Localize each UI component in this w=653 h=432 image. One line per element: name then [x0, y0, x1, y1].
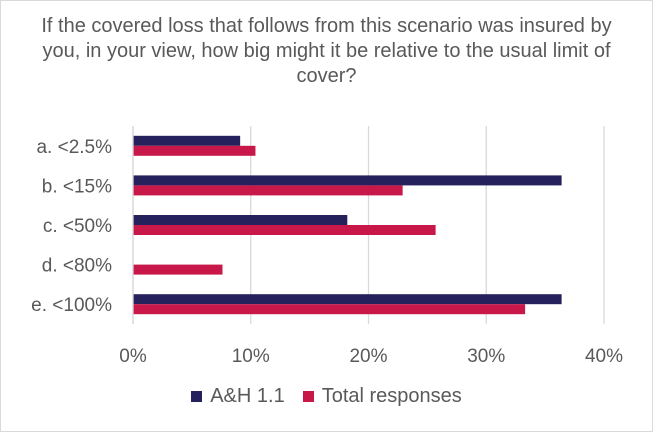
bar-total — [133, 225, 436, 235]
legend-item-ah: A&H 1.1 — [191, 385, 285, 408]
chart-title: If the covered loss that follows from th… — [41, 15, 612, 87]
bar-ah — [133, 215, 348, 225]
x-tick-label: 0% — [119, 346, 147, 367]
category-label: a. <2.5% — [36, 137, 112, 158]
category-label: b. <15% — [42, 176, 112, 197]
x-tick-label: 10% — [232, 346, 270, 367]
bar-ah — [133, 175, 562, 186]
bar-total — [133, 185, 403, 196]
category-label: e. <100% — [31, 295, 112, 316]
x-tick-label: 20% — [349, 346, 387, 367]
legend-label-total: Total responses — [321, 385, 462, 407]
category-label: c. <50% — [43, 216, 112, 237]
category-label: d. <80% — [42, 256, 112, 277]
bar-ah — [133, 294, 562, 305]
legend: A&H 1.1 Total responses — [0, 385, 653, 408]
bar-total — [133, 304, 526, 315]
x-tick-label: 40% — [585, 346, 623, 367]
legend-swatch-total — [302, 391, 314, 402]
bar-total — [133, 264, 223, 275]
x-tick-label: 30% — [467, 346, 505, 367]
legend-swatch-ah — [191, 391, 203, 402]
legend-label-ah: A&H 1.1 — [210, 385, 285, 407]
legend-item-total: Total responses — [302, 385, 462, 408]
bar-ah — [133, 135, 241, 146]
bar-total — [133, 145, 256, 156]
